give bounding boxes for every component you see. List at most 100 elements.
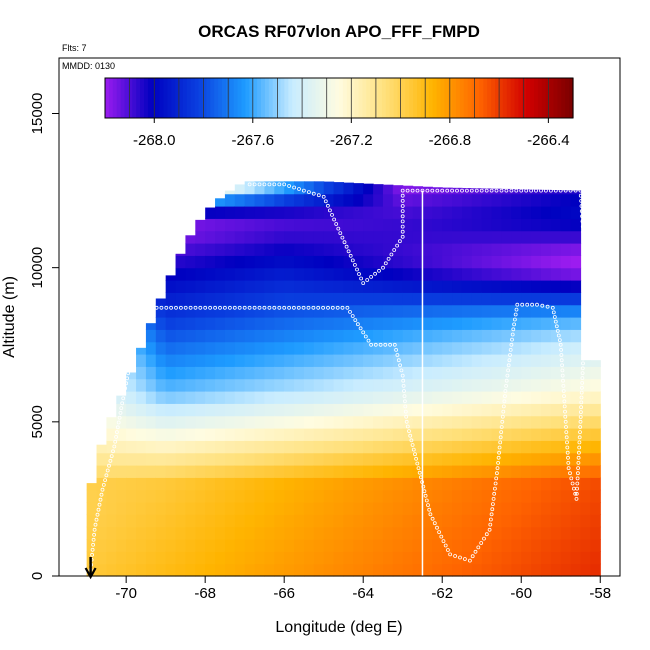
heatmap-cell — [205, 391, 216, 404]
track-point — [409, 438, 414, 443]
y-tick-label: 10000 — [29, 247, 46, 289]
heatmap-cell — [422, 267, 433, 281]
heatmap-cell — [442, 354, 453, 367]
heatmap-cell — [521, 230, 532, 244]
heatmap-cell — [521, 415, 532, 429]
track-point — [109, 454, 114, 459]
heatmap-cell — [185, 489, 196, 503]
track-point — [335, 305, 340, 310]
heatmap-cell — [452, 218, 463, 232]
heatmap-cell — [373, 539, 384, 552]
heatmap-cell — [343, 551, 354, 565]
colorbar-slice — [198, 78, 204, 118]
heatmap-cell — [560, 403, 572, 417]
heatmap-cell — [303, 267, 315, 281]
heatmap-cell — [205, 317, 216, 330]
track-point — [366, 338, 371, 343]
heatmap-cell — [531, 230, 542, 244]
colorbar-slice — [393, 78, 399, 118]
heatmap-cell — [442, 267, 453, 281]
heatmap-cell — [432, 218, 443, 232]
heatmap-cell — [313, 193, 325, 207]
heatmap-cell — [234, 415, 246, 429]
heatmap-cell — [333, 354, 345, 367]
heatmap-cell — [491, 354, 503, 367]
heatmap-cell — [501, 539, 512, 552]
track-point — [504, 383, 509, 388]
heatmap-cell — [373, 218, 384, 232]
heatmap-cell — [560, 280, 572, 293]
heatmap-cell — [145, 526, 157, 540]
heatmap-cell — [205, 403, 216, 417]
heatmap-cell — [511, 563, 522, 577]
heatmap-cell — [521, 440, 532, 454]
heatmap-cell — [254, 329, 266, 343]
heatmap-cell — [580, 415, 591, 429]
heatmap-cell — [353, 329, 364, 343]
heatmap-cell — [333, 452, 345, 466]
heatmap-cell — [274, 329, 285, 343]
heatmap-cell — [284, 267, 295, 281]
heatmap-cell — [303, 181, 315, 195]
heatmap-cell — [363, 489, 374, 503]
heatmap-cell — [392, 292, 404, 306]
heatmap-cell — [215, 230, 226, 244]
track-point — [267, 305, 272, 310]
heatmap-cell — [333, 182, 345, 195]
heatmap-cell — [254, 255, 266, 269]
heatmap-cell — [501, 304, 512, 318]
track-point — [277, 182, 282, 187]
heatmap-cell — [86, 514, 98, 528]
colorbar-slice — [487, 78, 492, 118]
track-point — [369, 274, 374, 279]
heatmap-cell — [234, 563, 246, 577]
heatmap-cell — [373, 526, 384, 540]
heatmap-cell — [185, 539, 196, 552]
heatmap-cell — [422, 292, 433, 306]
heatmap-cell — [432, 403, 443, 417]
heatmap-cell — [313, 563, 325, 577]
track-point — [425, 188, 430, 193]
heatmap-cell — [303, 329, 315, 343]
heatmap-cell — [432, 502, 443, 515]
heatmap-cell — [175, 292, 187, 306]
heatmap-cell — [570, 489, 582, 503]
track-point — [174, 305, 178, 310]
track-point — [524, 188, 529, 193]
heatmap-cell — [540, 329, 552, 343]
heatmap-cell — [353, 526, 364, 540]
heatmap-cell — [580, 563, 591, 577]
heatmap-cell — [126, 391, 137, 404]
colorbar-slice — [409, 78, 414, 118]
heatmap-cell — [392, 378, 404, 392]
heatmap-cell — [215, 489, 226, 503]
heatmap-cell — [175, 539, 187, 552]
heatmap-cell — [560, 502, 572, 515]
colorbar-slice — [459, 78, 465, 118]
track-point — [501, 409, 506, 414]
heatmap-cell — [392, 526, 404, 540]
heatmap-cell — [402, 440, 414, 454]
heatmap-cell — [550, 366, 562, 380]
heatmap-cell — [244, 280, 256, 293]
heatmap-cell — [155, 317, 167, 330]
track-point — [484, 532, 489, 537]
heatmap-cell — [481, 243, 493, 256]
heatmap-cell — [461, 255, 473, 269]
heatmap-cell — [442, 366, 453, 380]
heatmap-cell — [442, 206, 453, 219]
heatmap-cell — [254, 563, 266, 577]
track-point — [321, 194, 326, 199]
heatmap-cell — [363, 317, 374, 330]
heatmap-cell — [432, 329, 443, 343]
heatmap-cell — [501, 329, 512, 343]
track-point — [580, 380, 585, 385]
heatmap-cell — [195, 551, 206, 565]
heatmap-cell — [580, 465, 591, 478]
heatmap-cell — [363, 378, 374, 392]
heatmap-cell — [382, 243, 394, 256]
heatmap-cell — [303, 452, 315, 466]
heatmap-cell — [570, 465, 582, 478]
heatmap-cell — [540, 477, 552, 491]
heatmap-cell — [303, 477, 315, 491]
